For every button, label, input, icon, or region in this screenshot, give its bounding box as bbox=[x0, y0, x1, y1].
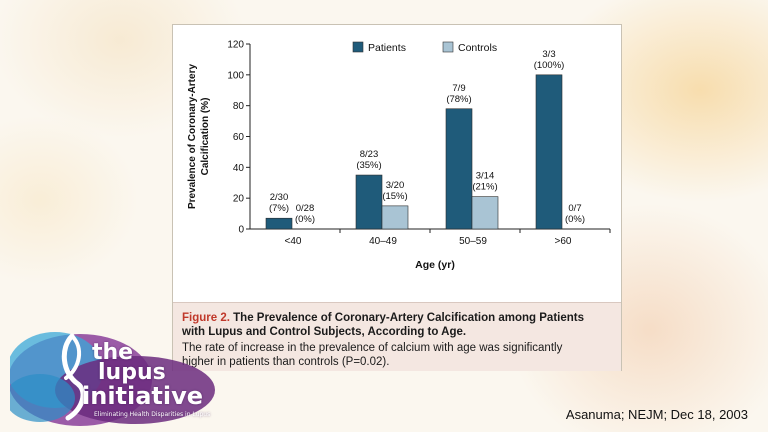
logo-tagline: Eliminating Health Disparities in Lupus bbox=[94, 411, 211, 418]
data-label-top-controls-2: 3/14 bbox=[476, 171, 495, 182]
y-tick-label-80: 80 bbox=[233, 101, 245, 112]
data-label-bottom-controls-1: (15%) bbox=[382, 191, 407, 202]
bar-chart: 0 20 40 60 80 100 120 Prevalence of Coronary-Ar… bbox=[187, 40, 611, 271]
x-tick-label-2: 50–59 bbox=[459, 236, 487, 247]
logo-word-lupus: lupus bbox=[98, 360, 166, 385]
bar-controls-2 bbox=[471, 196, 499, 230]
logo-word-the: the bbox=[92, 340, 134, 365]
y-tick-label-120: 120 bbox=[227, 40, 244, 51]
y-axis-label-line-1: Prevalence of Coronary-Artery bbox=[187, 64, 198, 209]
x-axis-label: Age (yr) bbox=[415, 259, 455, 271]
caption-body-line-1: The rate of increase in the prevalence o… bbox=[182, 342, 563, 354]
data-label-bottom-patients-2: (78%) bbox=[446, 94, 471, 105]
y-tick-label-20: 20 bbox=[233, 194, 245, 205]
lupus-initiative-logo: the lupus initiative Eliminating Health … bbox=[10, 318, 230, 428]
bar-patients-1 bbox=[355, 174, 383, 230]
figure-caption: Figure 2. The Prevalence of Coronary-Art… bbox=[173, 302, 621, 371]
data-label-top-controls-0: 0/28 bbox=[296, 203, 315, 214]
x-tick-label-3: >60 bbox=[555, 236, 572, 247]
data-label-top-controls-3: 0/7 bbox=[568, 203, 581, 214]
data-label-top-patients-0: 2/30 bbox=[270, 192, 289, 203]
y-tick-label-40: 40 bbox=[233, 163, 245, 174]
legend-label-controls: Controls bbox=[458, 42, 497, 54]
data-label-bottom-controls-0: (0%) bbox=[295, 214, 315, 225]
data-label-top-controls-1: 3/20 bbox=[386, 180, 405, 191]
data-label-bottom-patients-3: (100%) bbox=[534, 60, 565, 71]
data-label-bottom-controls-3: (0%) bbox=[565, 214, 585, 225]
x-tick-label-0: <40 bbox=[285, 236, 302, 247]
figure-card: 0 20 40 60 80 100 120 Prevalence of Coronary-Ar… bbox=[172, 24, 622, 371]
citation: Asanuma; NEJM; Dec 18, 2003 bbox=[565, 407, 748, 422]
logo-graphic bbox=[10, 332, 215, 426]
caption-title-line-1: Figure 2. The Prevalence of Coronary-Art… bbox=[182, 311, 584, 325]
legend-swatch-patients bbox=[352, 41, 364, 53]
legend-swatch-controls bbox=[442, 41, 454, 53]
caption-title-text-1: The Prevalence of Coronary-Artery Calcif… bbox=[233, 312, 584, 324]
y-tick-label-60: 60 bbox=[233, 132, 245, 143]
caption-title-line-2: with Lupus and Control Subjects, Accordi… bbox=[182, 326, 467, 338]
y-tick-label-100: 100 bbox=[227, 70, 244, 81]
logo-word-initiative: initiative bbox=[82, 382, 204, 410]
x-tick-label-1: 40–49 bbox=[369, 236, 397, 247]
figure-label: Figure 2. bbox=[182, 312, 230, 324]
legend-label-patients: Patients bbox=[368, 42, 406, 54]
data-label-top-patients-3: 3/3 bbox=[542, 49, 555, 60]
data-label-bottom-patients-0: (7%) bbox=[269, 203, 289, 214]
data-label-top-patients-2: 7/9 bbox=[452, 83, 465, 94]
y-axis-label-line-2: Calcification (%) bbox=[200, 98, 211, 176]
bar-patients-3 bbox=[535, 74, 563, 230]
data-label-bottom-patients-1: (35%) bbox=[356, 160, 381, 171]
y-tick-label-0: 0 bbox=[238, 225, 244, 236]
bar-controls-1 bbox=[381, 205, 409, 230]
bar-patients-0 bbox=[265, 217, 293, 230]
bar-patients-2 bbox=[445, 108, 473, 230]
data-label-top-patients-1: 8/23 bbox=[360, 149, 379, 160]
caption-body-line-2: higher in patients than controls (P=0.02… bbox=[182, 356, 390, 368]
data-label-bottom-controls-2: (21%) bbox=[472, 182, 497, 193]
